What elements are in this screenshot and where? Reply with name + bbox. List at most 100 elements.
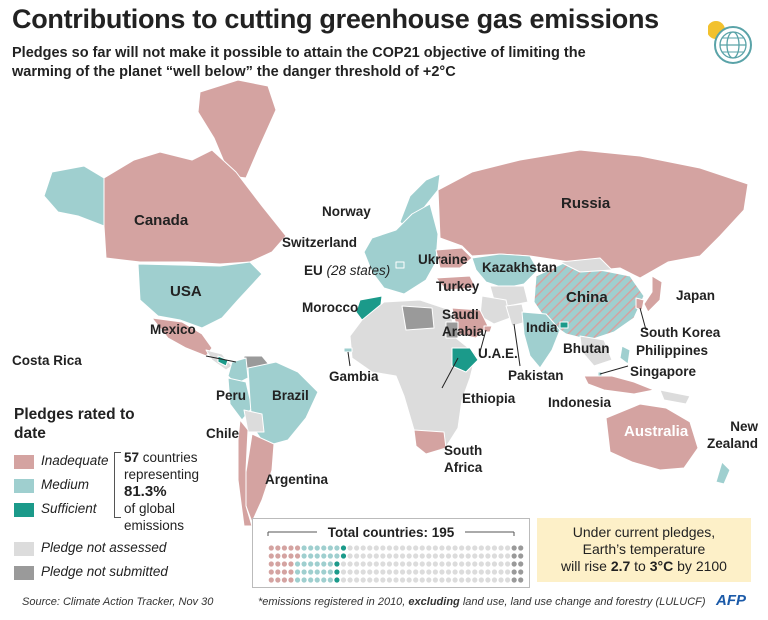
country-dot <box>419 569 425 575</box>
totals-bracket <box>267 531 515 536</box>
country-dot <box>301 545 307 551</box>
country-dot <box>281 553 288 559</box>
country-dot <box>399 577 406 583</box>
region-usa <box>137 261 263 329</box>
region-india <box>521 311 561 369</box>
country-dot <box>288 561 294 567</box>
country-dot <box>281 569 288 575</box>
region-canada <box>103 149 287 265</box>
country-dots <box>268 545 524 583</box>
label-japan: Japan <box>676 288 716 303</box>
legend-bracket <box>114 452 121 518</box>
region-south-africa <box>413 429 447 455</box>
legend-swatch <box>14 455 34 469</box>
country-dot <box>288 545 294 551</box>
label-eu: EU (28 states) <box>304 263 390 279</box>
country-dot <box>367 577 373 583</box>
country-dot <box>268 561 274 567</box>
country-dot <box>327 569 333 575</box>
country-dot <box>275 553 281 559</box>
country-dot <box>498 577 504 583</box>
country-dot <box>321 553 327 559</box>
country-dot <box>380 577 386 583</box>
country-dot <box>373 553 379 559</box>
country-dot <box>281 561 288 567</box>
region-philippines <box>619 345 631 365</box>
country-dot <box>308 545 314 551</box>
region-russia <box>437 149 749 279</box>
label-mexico: Mexico <box>150 322 196 337</box>
country-dot <box>334 569 340 575</box>
label-ukraine: Ukraine <box>418 252 468 267</box>
country-dot <box>498 545 504 551</box>
country-dot <box>380 553 386 559</box>
country-dot <box>268 577 274 583</box>
note-mid: to <box>630 558 650 574</box>
country-dot <box>445 553 452 559</box>
region-eu <box>363 203 439 295</box>
note-low: 2.7 <box>610 558 631 574</box>
country-dot <box>511 553 517 559</box>
footnote-pre: *emissions registered in 2010, <box>258 596 409 608</box>
country-dot <box>452 577 458 583</box>
country-dot <box>426 561 432 567</box>
totals-label: Total countries: 195 <box>327 525 455 540</box>
note-line2: Earth’s temperature <box>582 541 706 557</box>
country-dot <box>347 569 353 575</box>
country-dot <box>288 577 294 583</box>
label-singapore: Singapore <box>630 364 697 379</box>
region-gambia <box>343 347 353 353</box>
legend-label: Pledge not assessed <box>41 540 167 555</box>
country-dot <box>432 553 438 559</box>
label-philippines: Philippines <box>636 343 709 358</box>
country-dot <box>459 577 465 583</box>
label-south-africa: South Africa <box>444 443 483 475</box>
label-brazil: Brazil <box>272 388 309 403</box>
country-dot <box>393 577 399 583</box>
country-dot <box>354 577 360 583</box>
country-dot <box>275 569 281 575</box>
country-dot <box>485 561 491 567</box>
country-dot <box>347 545 353 551</box>
globe-icon <box>708 21 752 64</box>
region-greenland <box>197 79 277 179</box>
country-dot <box>327 545 333 551</box>
country-dot <box>393 553 399 559</box>
country-dot <box>281 577 288 583</box>
region-indonesia <box>583 375 655 395</box>
country-dot <box>419 577 425 583</box>
country-dot <box>360 561 366 567</box>
country-dot <box>445 561 452 567</box>
stat-line4: emissions <box>124 518 185 533</box>
label-saudi-arabia: Saudi Arabia <box>442 307 485 339</box>
country-dot <box>459 545 465 551</box>
country-dot <box>518 561 524 567</box>
legend-swatch <box>14 566 34 580</box>
country-dot <box>491 553 498 559</box>
legend-stat: 57 countries representing 81.3% of globa… <box>124 449 234 534</box>
country-dot <box>294 569 301 575</box>
region-alaska <box>43 165 105 227</box>
country-dot <box>485 553 491 559</box>
region-new-zealand <box>715 461 731 485</box>
label-norway: Norway <box>322 204 371 219</box>
country-dot <box>426 545 432 551</box>
country-dot <box>301 569 307 575</box>
country-dot <box>321 577 327 583</box>
country-dot <box>393 569 399 575</box>
country-dot <box>445 569 452 575</box>
country-dot <box>406 545 412 551</box>
note-suffix: by 2100 <box>673 558 727 574</box>
country-dot <box>491 561 498 567</box>
country-dot <box>294 545 301 551</box>
country-dot <box>373 569 379 575</box>
country-dot <box>413 577 419 583</box>
country-dot <box>327 577 333 583</box>
region-australia <box>605 403 699 471</box>
legend-label: Pledge not submitted <box>41 564 168 579</box>
note-high: 3°C <box>649 558 674 574</box>
country-dot <box>413 545 419 551</box>
country-dot <box>308 553 314 559</box>
country-dot <box>334 577 340 583</box>
country-dot <box>465 561 471 567</box>
